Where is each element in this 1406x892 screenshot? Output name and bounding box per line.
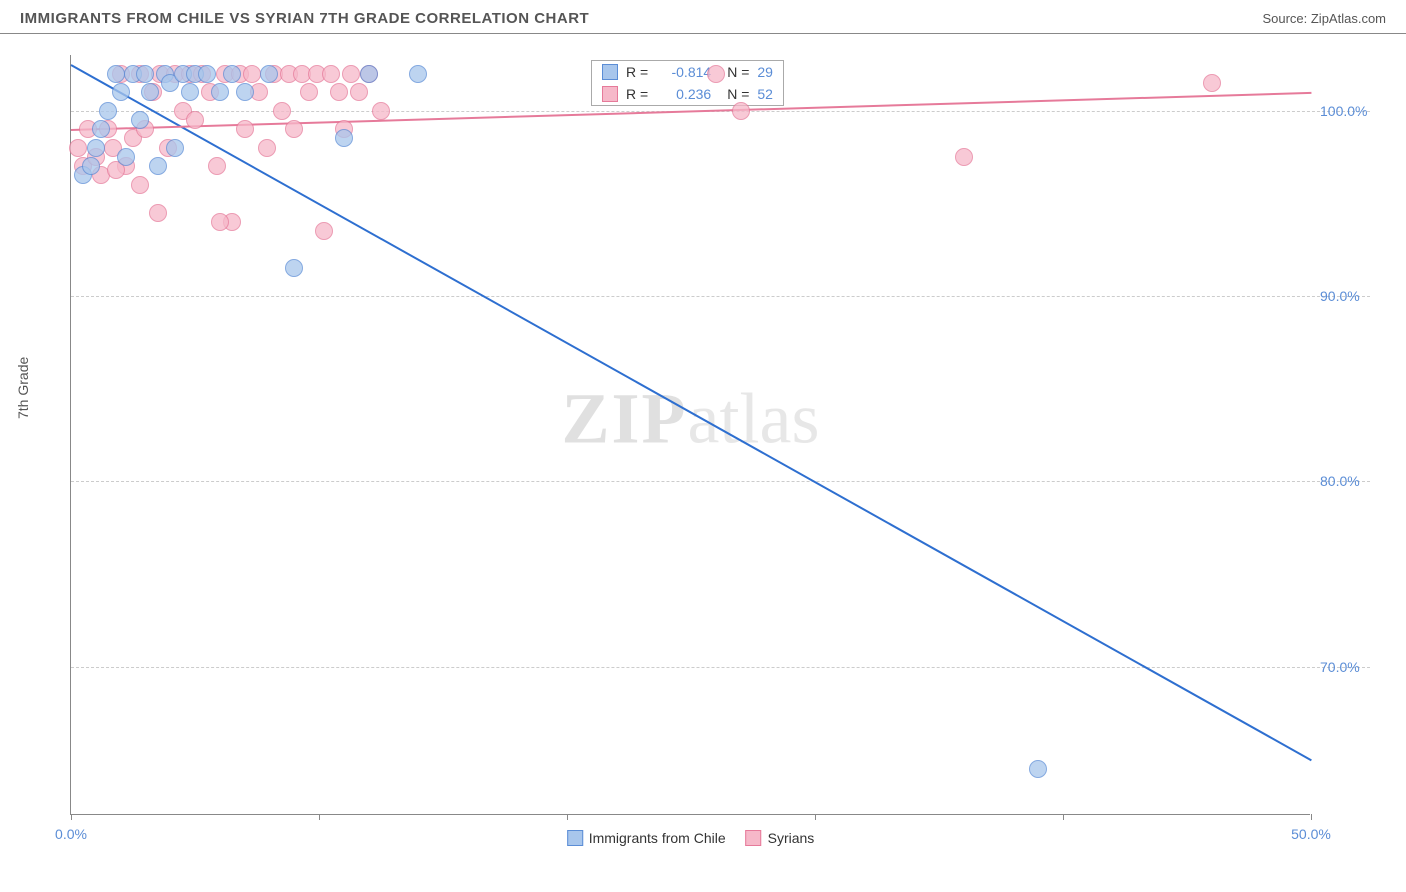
legend-item: Immigrants from Chile: [567, 830, 726, 846]
x-tick-label: 50.0%: [1291, 826, 1331, 842]
regression-line: [71, 64, 1312, 761]
legend-swatch: [746, 830, 762, 846]
y-tick-label: 70.0%: [1320, 659, 1380, 675]
legend-swatch: [602, 86, 618, 102]
x-tick-mark: [815, 814, 816, 820]
y-tick-label: 80.0%: [1320, 473, 1380, 489]
legend-swatch: [567, 830, 583, 846]
legend-swatch: [602, 64, 618, 80]
legend-row: R = 0.236 N = 52: [592, 83, 783, 105]
legend-row: R = -0.814 N = 29: [592, 61, 783, 83]
scatter-point: [87, 139, 105, 157]
scatter-point: [82, 157, 100, 175]
series-legend: Immigrants from Chile Syrians: [567, 830, 815, 846]
chart-container: 7th Grade ZIPatlas R =-0.814N =29R =0.23…: [20, 45, 1386, 872]
scatter-point: [92, 120, 110, 138]
scatter-point: [107, 65, 125, 83]
source-label: Source: ZipAtlas.com: [1262, 11, 1386, 26]
scatter-point: [117, 148, 135, 166]
scatter-point: [330, 83, 348, 101]
x-tick-mark: [71, 814, 72, 820]
n-value: 29: [757, 64, 773, 80]
scatter-point: [149, 204, 167, 222]
scatter-point: [360, 65, 378, 83]
scatter-point: [236, 120, 254, 138]
scatter-point: [322, 65, 340, 83]
x-tick-mark: [1311, 814, 1312, 820]
legend-item: Syrians: [746, 830, 815, 846]
scatter-point: [166, 139, 184, 157]
scatter-point: [236, 83, 254, 101]
scatter-point: [112, 83, 130, 101]
scatter-point: [208, 157, 226, 175]
series-name: Immigrants from Chile: [589, 830, 726, 846]
scatter-point: [198, 65, 216, 83]
scatter-point: [1203, 74, 1221, 92]
y-axis-label: 7th Grade: [15, 356, 31, 418]
scatter-point: [273, 102, 291, 120]
y-tick-label: 100.0%: [1320, 103, 1380, 119]
scatter-point: [955, 148, 973, 166]
gridline-h: [71, 296, 1370, 297]
chart-title: IMMIGRANTS FROM CHILE VS SYRIAN 7TH GRAD…: [20, 10, 589, 27]
scatter-point: [350, 83, 368, 101]
scatter-point: [186, 111, 204, 129]
r-label: R =: [626, 64, 648, 80]
scatter-point: [1029, 760, 1047, 778]
watermark: ZIPatlas: [562, 378, 820, 461]
scatter-point: [149, 157, 167, 175]
r-value: 0.236: [656, 86, 711, 102]
scatter-point: [69, 139, 87, 157]
scatter-point: [141, 83, 159, 101]
scatter-point: [243, 65, 261, 83]
scatter-point: [211, 213, 229, 231]
r-label: R =: [626, 86, 648, 102]
series-name: Syrians: [768, 830, 815, 846]
y-tick-label: 90.0%: [1320, 288, 1380, 304]
scatter-point: [732, 102, 750, 120]
scatter-point: [315, 222, 333, 240]
scatter-point: [99, 102, 117, 120]
x-tick-mark: [1063, 814, 1064, 820]
scatter-point: [707, 65, 725, 83]
scatter-point: [258, 139, 276, 157]
n-value: 52: [757, 86, 773, 102]
watermark-zip: ZIP: [562, 379, 688, 459]
x-tick-mark: [567, 814, 568, 820]
r-value: -0.814: [656, 64, 711, 80]
scatter-point: [131, 111, 149, 129]
scatter-point: [136, 65, 154, 83]
scatter-point: [335, 129, 353, 147]
scatter-point: [372, 102, 390, 120]
scatter-point: [342, 65, 360, 83]
scatter-point: [300, 83, 318, 101]
scatter-point: [260, 65, 278, 83]
scatter-point: [211, 83, 229, 101]
correlation-legend: R = -0.814 N = 29 R = 0.236 N = 52: [591, 60, 784, 106]
scatter-point: [409, 65, 427, 83]
x-tick-label: 0.0%: [55, 826, 87, 842]
gridline-h: [71, 667, 1370, 668]
gridline-h: [71, 481, 1370, 482]
scatter-point: [223, 65, 241, 83]
scatter-point: [131, 176, 149, 194]
scatter-point: [181, 83, 199, 101]
n-label: N =: [727, 86, 749, 102]
scatter-point: [285, 120, 303, 138]
plot-area: ZIPatlas R =-0.814N =29R =0.236N =52 Imm…: [70, 55, 1310, 815]
n-label: N =: [727, 64, 749, 80]
x-tick-mark: [319, 814, 320, 820]
scatter-point: [285, 259, 303, 277]
